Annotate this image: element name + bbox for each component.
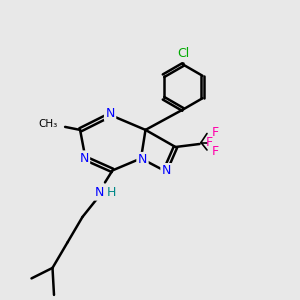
Text: F: F — [212, 125, 219, 139]
Text: N: N — [138, 153, 147, 167]
Text: N: N — [79, 152, 89, 165]
Text: N: N — [162, 164, 171, 178]
Text: F: F — [212, 145, 219, 158]
Text: N: N — [94, 186, 104, 200]
Text: N: N — [105, 107, 115, 120]
Text: H: H — [106, 186, 116, 200]
Text: F: F — [206, 136, 213, 149]
Text: Cl: Cl — [177, 47, 189, 60]
Text: CH₃: CH₃ — [38, 119, 58, 129]
